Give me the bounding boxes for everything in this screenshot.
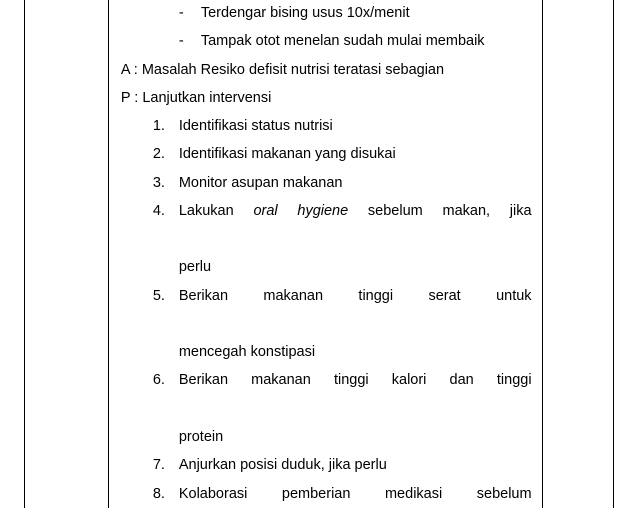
item-line1: Berikan makanan tinggi serat untuk xyxy=(179,282,532,339)
assessment-text: Masalah Resiko defisit nutrisi teratasi … xyxy=(142,62,444,78)
cell-col1 xyxy=(25,0,109,508)
italic-text: oral hygiene xyxy=(253,203,348,219)
item-line1: Berikan makanan tinggi kalori dan tinggi xyxy=(179,366,532,423)
item-line1: Kolaborasi pemberian medikasi sebelum xyxy=(179,480,532,508)
item-line2: protein xyxy=(179,423,532,451)
plan-line: P : Lanjutkan intervensi xyxy=(119,84,532,112)
document-table: Terdengar bising usus 10x/menit Tampak o… xyxy=(24,0,614,508)
list-item: Kolaborasi pemberian medikasi sebelum ma… xyxy=(153,480,532,508)
list-item: Berikan makanan tinggi serat untuk mence… xyxy=(153,282,532,367)
intervention-list: Identifikasi status nutrisi Identifikasi… xyxy=(119,112,532,508)
list-item: Anjurkan posisi duduk, jika perlu xyxy=(153,451,532,479)
item-text: Anjurkan posisi duduk, jika perlu xyxy=(179,457,387,473)
list-item: Terdengar bising usus 10x/menit xyxy=(179,0,532,27)
cell-col3 xyxy=(542,0,613,508)
item-line1: Lakukan oral hygiene sebelum makan, jika xyxy=(179,197,532,254)
item-text: Monitor asupan makanan xyxy=(179,175,343,191)
table-row: Terdengar bising usus 10x/menit Tampak o… xyxy=(25,0,614,508)
assessment-prefix: A : xyxy=(121,62,142,78)
item-text: Identifikasi makanan yang disukai xyxy=(179,146,396,162)
cell-content: Terdengar bising usus 10x/menit Tampak o… xyxy=(109,0,542,508)
assessment-line: A : Masalah Resiko defisit nutrisi terat… xyxy=(119,56,532,84)
list-item: Tampak otot menelan sudah mulai membaik xyxy=(179,27,532,55)
t: sebelum makan, jika xyxy=(348,203,531,219)
item-text: Identifikasi status nutrisi xyxy=(179,118,333,134)
plan-text: Lanjutkan intervensi xyxy=(142,90,271,106)
list-item: Identifikasi status nutrisi xyxy=(153,112,532,140)
dash-text: Terdengar bising usus 10x/menit xyxy=(201,5,410,21)
item-line2: mencegah konstipasi xyxy=(179,338,532,366)
plan-prefix: P : xyxy=(121,90,143,106)
dash-list: Terdengar bising usus 10x/menit Tampak o… xyxy=(119,0,532,56)
t: Lakukan xyxy=(179,203,254,219)
list-item: Monitor asupan makanan xyxy=(153,169,532,197)
item-line2: perlu xyxy=(179,253,532,281)
cell-col2: Terdengar bising usus 10x/menit Tampak o… xyxy=(108,0,542,508)
list-item: Lakukan oral hygiene sebelum makan, jika… xyxy=(153,197,532,282)
list-item: Berikan makanan tinggi kalori dan tinggi… xyxy=(153,366,532,451)
dash-text: Tampak otot menelan sudah mulai membaik xyxy=(201,33,485,49)
list-item: Identifikasi makanan yang disukai xyxy=(153,140,532,168)
